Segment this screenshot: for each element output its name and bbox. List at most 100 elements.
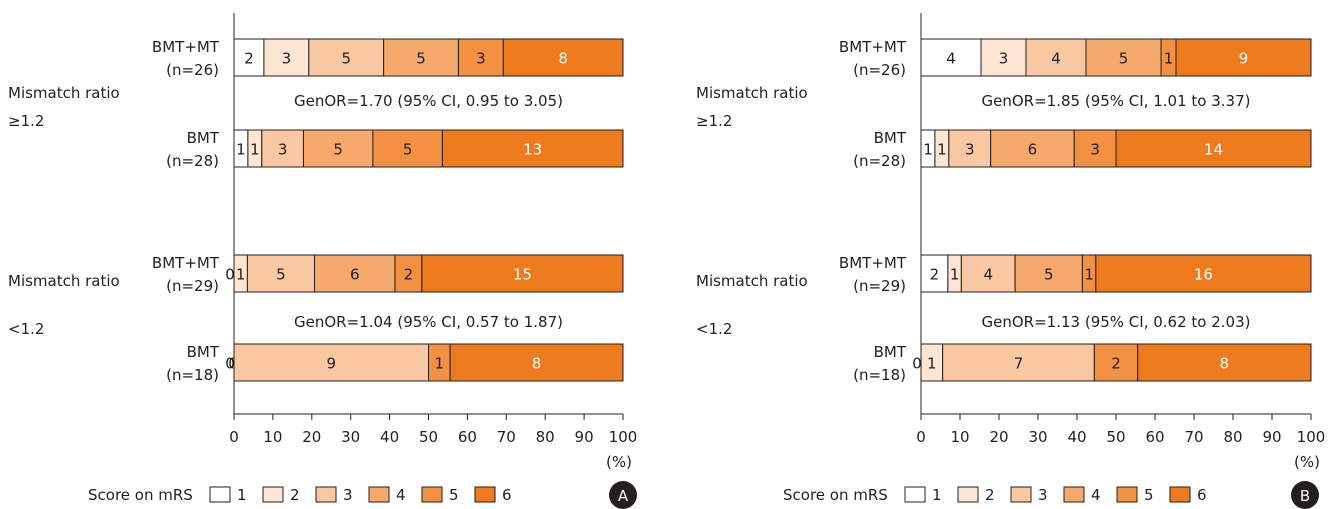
bar-segment-label: 5	[1119, 50, 1129, 68]
x-tick-label: 60	[1145, 428, 1164, 446]
bar-n: (n=29)	[166, 277, 219, 295]
bar-segment-zero-label: 0	[225, 266, 235, 284]
bar-segment-label: 8	[558, 50, 568, 68]
x-tick-label: 70	[1184, 428, 1203, 446]
legend-label: 3	[343, 486, 353, 504]
panel-badge-letter: B	[1300, 487, 1310, 505]
bar-segment-label: 5	[276, 266, 286, 284]
x-tick-label: 40	[1067, 428, 1086, 446]
genor-annotation: GenOR=1.85 (95% CI, 1.01 to 3.37)	[982, 92, 1251, 110]
bar-segment-label: 14	[1204, 141, 1223, 159]
x-tick-label: 10	[950, 428, 969, 446]
bar-name: BMT	[874, 129, 907, 147]
bar-segment-mrs-6	[1137, 343, 1312, 382]
bar-segment-mrs-6	[449, 343, 624, 382]
bar-segment-label: 1	[927, 355, 937, 373]
bar-segment-label: 13	[523, 141, 542, 159]
group-label-threshold: <1.2	[8, 320, 44, 338]
panel-badge-letter: A	[618, 487, 629, 505]
bar-name: BMT+MT	[839, 38, 907, 56]
bar-segment-label: 3	[965, 141, 975, 159]
bar-segment-mrs-2	[980, 38, 1027, 77]
legend-label: 4	[1091, 486, 1101, 504]
legend-swatch	[421, 486, 443, 503]
legend-title: Score on mRS	[783, 486, 888, 504]
bar-name: BMT	[187, 343, 220, 361]
bar-segment-label: 4	[983, 266, 993, 284]
bar-segment-label: 3	[1090, 141, 1100, 159]
bar-segment-label: 1	[923, 141, 933, 159]
x-tick-label: 30	[1028, 428, 1047, 446]
bar-segment-label: 5	[1044, 266, 1054, 284]
x-tick-label: 50	[1106, 428, 1125, 446]
group-label: Mismatch ratio	[696, 272, 808, 290]
bar-segment-zero-label: 0	[228, 355, 238, 373]
x-tick-label: 90	[1262, 428, 1281, 446]
x-tick-label: 0	[916, 428, 926, 446]
group-label-threshold: ≥1.2	[696, 112, 732, 130]
legend-label: 4	[396, 486, 406, 504]
legend-label: 1	[237, 486, 247, 504]
x-tick-label: 80	[1223, 428, 1242, 446]
x-tick-label: 90	[575, 428, 594, 446]
bar-segment-zero-label: 0	[912, 355, 922, 373]
legend-label: 2	[290, 486, 300, 504]
x-tick-label: 60	[458, 428, 477, 446]
bar-segment-label: 1	[1164, 50, 1174, 68]
legend-swatch	[1169, 486, 1191, 503]
bar-segment-mrs-6	[1175, 38, 1312, 77]
group-label: Mismatch ratio	[696, 84, 808, 102]
genor-annotation: GenOR=1.04 (95% CI, 0.57 to 1.87)	[294, 313, 563, 331]
bar-segment-label: 8	[1220, 355, 1230, 373]
bar-segment-label: 16	[1194, 266, 1213, 284]
legend-swatch	[209, 486, 231, 503]
bar-segment-mrs-6	[421, 254, 624, 293]
x-tick-label: 100	[609, 428, 638, 446]
genor-annotation: GenOR=1.13 (95% CI, 0.62 to 2.03)	[982, 313, 1251, 331]
bar-n: (n=26)	[166, 61, 219, 79]
bar-segment-label: 6	[1028, 141, 1038, 159]
x-tick-label: 40	[380, 428, 399, 446]
x-axis-unit: (%)	[606, 453, 632, 471]
x-tick-label: 50	[419, 428, 438, 446]
bar-segment-label: 8	[532, 355, 542, 373]
bar-segment-mrs-3	[308, 38, 385, 77]
bar-segment-label: 6	[350, 266, 360, 284]
bar-segment-label: 4	[1051, 50, 1061, 68]
bar-segment-mrs-3	[261, 129, 304, 168]
bar-n: (n=18)	[853, 366, 906, 384]
bar-segment-label: 5	[416, 50, 426, 68]
bar-segment-mrs-3	[233, 343, 429, 382]
bar-name: BMT+MT	[839, 254, 907, 272]
bar-segment-label: 1	[937, 141, 947, 159]
bar-segment-label: 1	[236, 141, 246, 159]
bar-n: (n=28)	[853, 152, 906, 170]
legend-swatch	[1063, 486, 1085, 503]
x-tick-label: 30	[341, 428, 360, 446]
panel-badge	[1291, 481, 1319, 509]
bar-segment-label: 1	[236, 266, 246, 284]
bar-segment-label: 2	[404, 266, 414, 284]
bar-segment-label: 1	[250, 141, 260, 159]
legend-label: 1	[932, 486, 942, 504]
x-tick-label: 10	[263, 428, 282, 446]
bar-segment-zero-label: 0	[225, 355, 235, 373]
bar-segment-mrs-4	[313, 254, 396, 293]
legend-swatch	[368, 486, 390, 503]
bar-segment-mrs-3	[1025, 38, 1087, 77]
bar-n: (n=29)	[853, 277, 906, 295]
legend-label: 5	[449, 486, 459, 504]
bar-segment-label: 4	[946, 50, 956, 68]
x-tick-label: 100	[1297, 428, 1326, 446]
bar-segment-mrs-5	[394, 254, 423, 293]
bar-segment-label: 3	[278, 141, 288, 159]
legend-swatch	[262, 486, 284, 503]
bar-name: BMT+MT	[152, 38, 220, 56]
bar-segment-label: 2	[244, 50, 254, 68]
legend-swatch	[1116, 486, 1138, 503]
group-label-threshold: ≥1.2	[8, 112, 44, 130]
legend-label: 6	[502, 486, 512, 504]
bar-segment-label: 9	[1239, 50, 1249, 68]
bar-segment-mrs-6	[502, 38, 624, 77]
bar-segment-mrs-4	[1085, 38, 1162, 77]
